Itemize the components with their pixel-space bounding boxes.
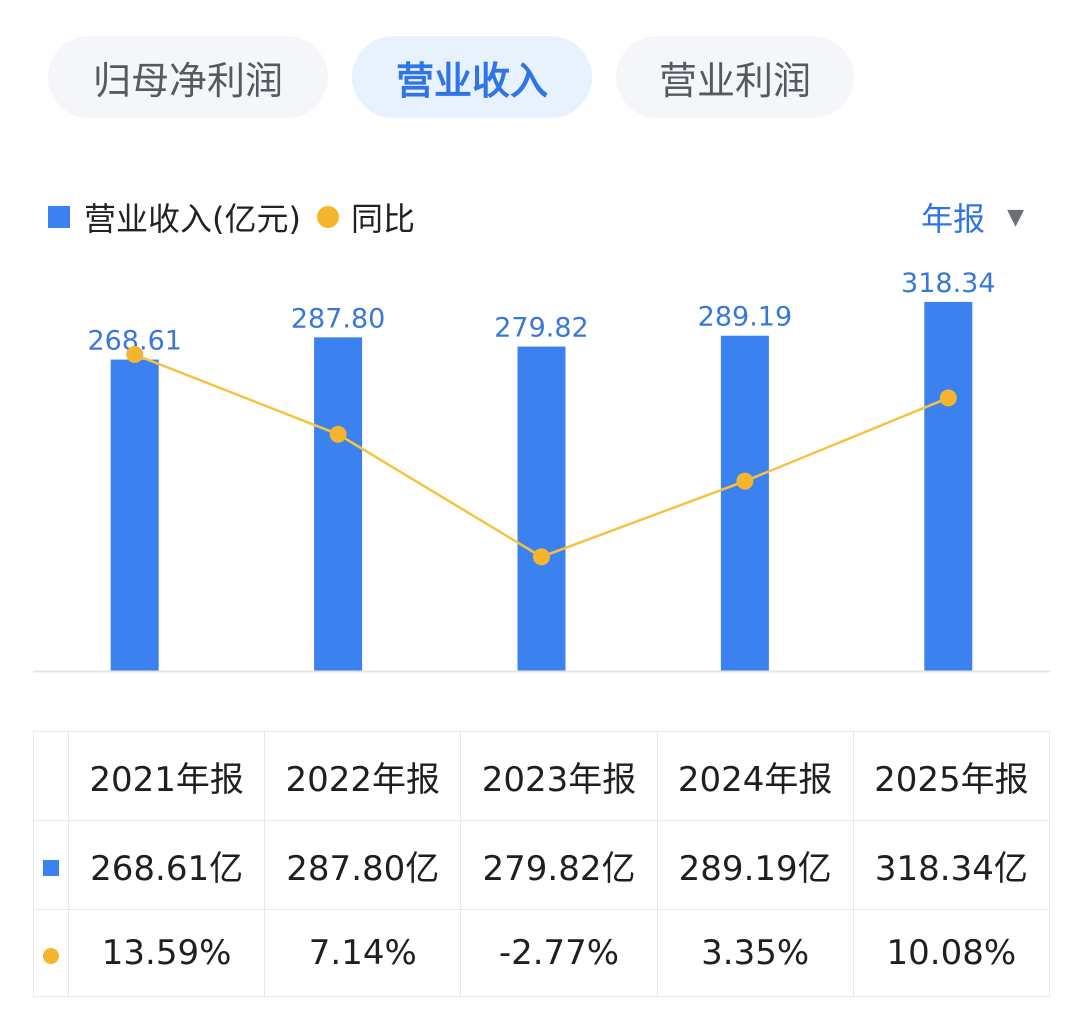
revenue-bar-label: 287.80 xyxy=(291,303,385,334)
tab-net-profit[interactable]: 归母净利润 xyxy=(48,36,328,118)
period-selector-label: 年报 xyxy=(921,200,986,238)
table-header-row: 2021年报 2022年报 2023年报 2024年报 2025年报 xyxy=(33,731,1051,821)
tab-operating-profit[interactable]: 营业利润 xyxy=(616,36,854,118)
data-table: 2021年报 2022年报 2023年报 2024年报 2025年报 268.6… xyxy=(33,731,1051,997)
revenue-cell: 318.34亿 xyxy=(852,820,1051,910)
revenue-bar xyxy=(110,359,159,671)
yoy-cell: 13.59% xyxy=(67,909,266,997)
revenue-bar xyxy=(314,337,363,671)
revenue-bar xyxy=(720,335,769,671)
table-corner-cell xyxy=(33,731,69,821)
dot-marker-icon xyxy=(43,948,59,964)
revenue-cell: 289.19亿 xyxy=(656,820,854,910)
yoy-point xyxy=(533,548,550,566)
tab-revenue[interactable]: 营业收入 xyxy=(352,36,592,118)
revenue-bar xyxy=(924,301,973,671)
period-selector[interactable]: 年报 ▼ xyxy=(921,192,1024,242)
bar-legend-label: 营业收入(亿元) xyxy=(84,200,301,238)
revenue-bar-label: 279.82 xyxy=(494,313,588,344)
year-cell: 2021年报 xyxy=(67,731,266,821)
revenue-cell: 279.82亿 xyxy=(460,820,658,910)
metric-tabs: 归母净利润 营业收入 营业利润 xyxy=(48,36,854,118)
yoy-point xyxy=(939,389,957,407)
revenue-bar-label: 318.34 xyxy=(901,270,995,299)
yoy-point xyxy=(329,425,347,443)
revenue-marker-cell xyxy=(33,820,69,910)
table-row-yoy: 13.59% 7.14% -2.77% 3.35% 10.08% xyxy=(33,909,1051,997)
yoy-marker-cell xyxy=(33,909,69,997)
yoy-point xyxy=(126,346,144,364)
year-cell: 2024年报 xyxy=(656,731,854,821)
caret-down-icon: ▼ xyxy=(1007,204,1024,230)
table-row-revenue: 268.61亿 287.80亿 279.82亿 289.19亿 318.34亿 xyxy=(33,820,1051,910)
revenue-cell: 268.61亿 xyxy=(67,820,266,910)
yoy-cell: 3.35% xyxy=(656,909,854,997)
yoy-point xyxy=(736,472,754,490)
line-legend-icon xyxy=(316,206,339,228)
yoy-cell: 10.08% xyxy=(852,909,1051,997)
yoy-cell: -2.77% xyxy=(460,909,658,997)
year-cell: 2022年报 xyxy=(264,731,462,821)
year-cell: 2025年报 xyxy=(852,731,1051,821)
line-legend-label: 同比 xyxy=(350,200,415,238)
bar-marker-icon xyxy=(43,860,59,876)
year-cell: 2023年报 xyxy=(460,731,658,821)
chart-legend: 营业收入(亿元) 同比 xyxy=(48,192,415,242)
bar-legend-icon xyxy=(48,206,70,228)
yoy-cell: 7.14% xyxy=(264,909,462,997)
revenue-bar xyxy=(517,346,566,671)
revenue-bar-label: 289.19 xyxy=(698,302,792,333)
revenue-cell: 287.80亿 xyxy=(264,820,462,910)
